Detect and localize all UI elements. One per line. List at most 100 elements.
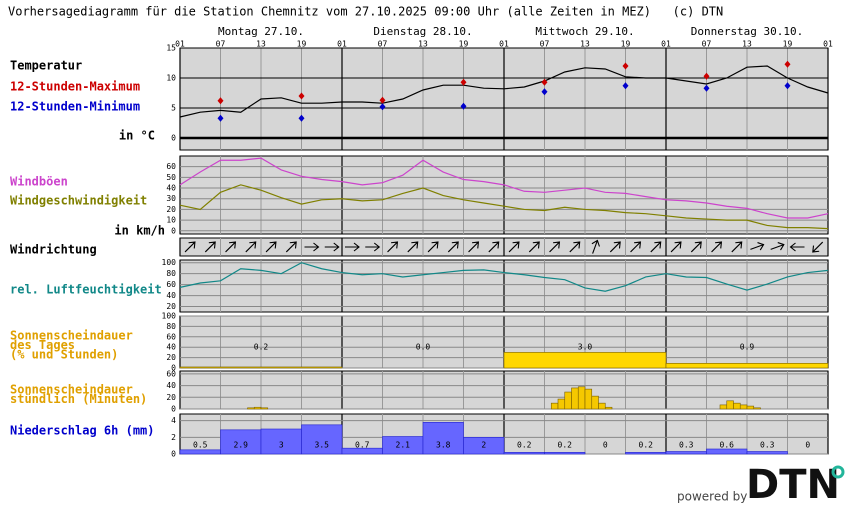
bar bbox=[301, 424, 343, 455]
y-tick-label: 20 bbox=[166, 353, 176, 362]
bar bbox=[719, 404, 728, 410]
x-tick-label: 13 bbox=[256, 40, 266, 49]
panel-label: (% und Stunden) bbox=[10, 348, 118, 362]
marker bbox=[217, 97, 224, 105]
panel-label: Windgeschwindigkeit bbox=[10, 194, 147, 208]
x-tick-label: 19 bbox=[783, 40, 793, 49]
y-tick-label: 10 bbox=[166, 74, 176, 83]
day-label: Dienstag 28.10. bbox=[373, 25, 472, 38]
y-tick-label: 80 bbox=[166, 322, 176, 331]
x-tick-label: 13 bbox=[580, 40, 590, 49]
wind-arrow bbox=[591, 239, 600, 254]
bar-label: 0.6 bbox=[720, 441, 735, 450]
bar-label: 0 bbox=[805, 441, 810, 450]
x-tick-label: 13 bbox=[418, 40, 428, 49]
y-tick-label: 5 bbox=[171, 104, 176, 113]
y-tick-label: 60 bbox=[166, 369, 176, 378]
bar-label: 3.0 bbox=[578, 343, 593, 352]
wind-arrow bbox=[427, 241, 439, 253]
data-line bbox=[179, 157, 829, 219]
wind-arrow bbox=[549, 241, 561, 253]
x-tick-label: 07 bbox=[540, 40, 550, 49]
y-tick-label: 60 bbox=[166, 332, 176, 341]
wind-arrow bbox=[770, 242, 785, 251]
data-line bbox=[179, 262, 829, 292]
wind-arrow bbox=[225, 241, 237, 253]
bar-label: 0.3 bbox=[679, 441, 694, 450]
bar-label: 3 bbox=[279, 441, 284, 450]
wind-arrow bbox=[365, 242, 381, 252]
y-tick-label: 10 bbox=[166, 216, 176, 225]
wind-arrow bbox=[407, 241, 419, 253]
panel-label: 12-Stunden-Maximum bbox=[10, 80, 140, 94]
bar bbox=[503, 452, 545, 455]
x-tick-label: 07 bbox=[378, 40, 388, 49]
y-tick-label: 30 bbox=[166, 194, 176, 203]
bar bbox=[179, 449, 221, 455]
marker bbox=[784, 60, 791, 68]
marker bbox=[217, 114, 224, 122]
y-tick-label: 0 bbox=[171, 134, 176, 143]
marker bbox=[460, 102, 467, 110]
bar bbox=[463, 437, 505, 455]
panel-label: Sonnenscheindauer bbox=[10, 329, 133, 343]
bar bbox=[665, 451, 707, 455]
x-tick-label: 19 bbox=[459, 40, 469, 49]
logo: DTN bbox=[746, 462, 840, 508]
wind-arrow bbox=[204, 241, 216, 253]
panel-label: Windrichtung bbox=[10, 243, 97, 257]
bar bbox=[598, 402, 606, 410]
bar bbox=[550, 402, 559, 410]
x-tick-label: 19 bbox=[297, 40, 307, 49]
x-tick-label: 19 bbox=[621, 40, 631, 49]
bar-label: 0.2 bbox=[558, 441, 573, 450]
data-line bbox=[179, 65, 829, 118]
wind-arrow bbox=[345, 242, 360, 252]
wind-arrow bbox=[630, 241, 642, 253]
wind-arrow bbox=[387, 241, 399, 253]
panel-label: rel. Luftfeuchtigkeit bbox=[10, 283, 162, 297]
y-tick-label: 0 bbox=[171, 405, 176, 414]
wind-arrow bbox=[528, 241, 540, 253]
powered-by: powered by bbox=[677, 490, 747, 504]
wind-arrow bbox=[304, 242, 320, 252]
marker bbox=[379, 103, 386, 111]
y-tick-label: 0 bbox=[171, 226, 176, 235]
bar bbox=[564, 391, 572, 410]
y-tick-label: 0 bbox=[171, 364, 176, 373]
wind-arrow bbox=[789, 242, 805, 252]
bar bbox=[746, 405, 755, 410]
bar-label: 0.3 bbox=[760, 441, 775, 450]
y-tick-label: 20 bbox=[166, 393, 176, 402]
wind-arrow bbox=[508, 241, 520, 253]
bar bbox=[746, 451, 788, 455]
panel-label: Temperatur bbox=[10, 59, 82, 73]
marker bbox=[784, 82, 791, 90]
day-label: Donnerstag 30.10. bbox=[691, 25, 804, 38]
marker bbox=[298, 114, 305, 122]
bar-label: 0.2 bbox=[517, 441, 532, 450]
panel-label: stündlich (Minuten) bbox=[10, 392, 147, 406]
bar bbox=[591, 395, 599, 410]
day-label: Mittwoch 29.10. bbox=[535, 25, 634, 38]
day-label: Montag 27.10. bbox=[218, 25, 304, 38]
bar-label: 0.7 bbox=[355, 441, 370, 450]
bar-label: 2 bbox=[481, 441, 486, 450]
wind-arrow bbox=[285, 241, 297, 253]
x-tick-label: 07 bbox=[216, 40, 226, 49]
wind-arrow bbox=[690, 241, 702, 253]
panel-label: des Tages bbox=[10, 338, 75, 352]
bar-label: 2.9 bbox=[234, 441, 249, 450]
marker bbox=[298, 92, 305, 100]
y-tick-label: 50 bbox=[166, 173, 176, 182]
bar bbox=[220, 429, 262, 455]
y-tick-label: 0 bbox=[171, 450, 176, 459]
x-tick-label: 01 bbox=[823, 40, 833, 49]
bar bbox=[753, 407, 761, 410]
logo-dot bbox=[831, 465, 845, 479]
wind-arrow bbox=[609, 241, 621, 253]
bar bbox=[571, 387, 579, 410]
wind-arrow bbox=[812, 241, 824, 253]
wind-arrow bbox=[731, 241, 743, 253]
